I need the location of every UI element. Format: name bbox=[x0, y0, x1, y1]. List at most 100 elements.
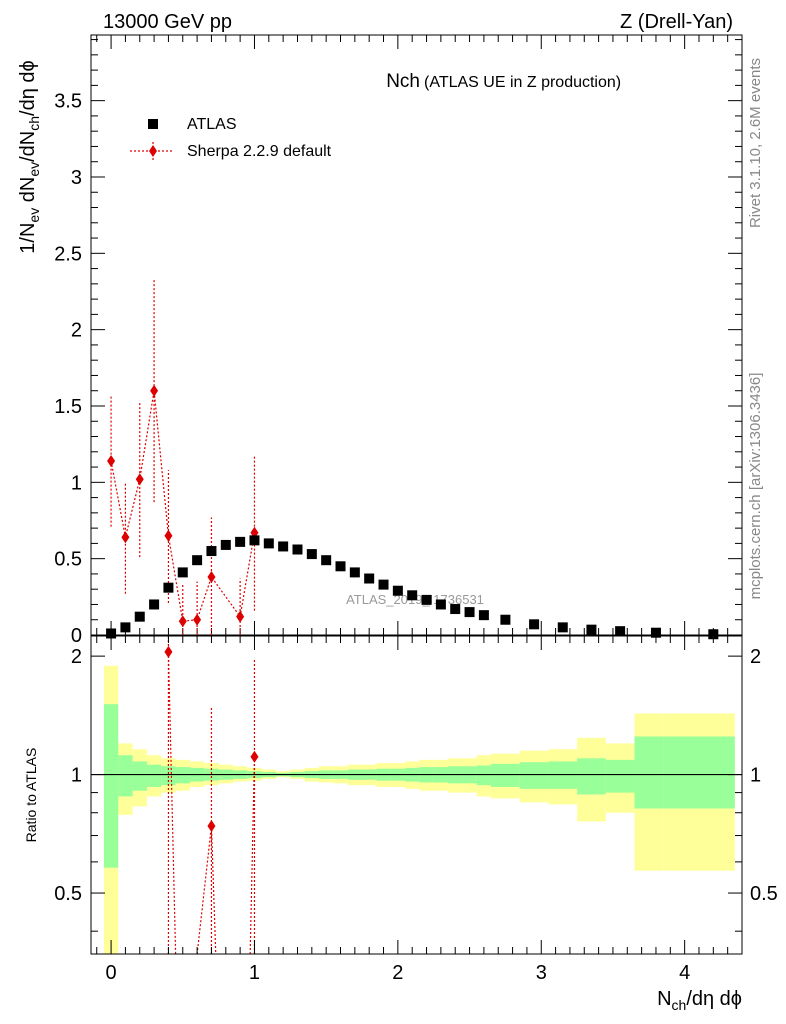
band-inner-bin bbox=[132, 761, 147, 791]
y-tick-label: 2.5 bbox=[54, 243, 82, 265]
atlas-point bbox=[392, 585, 403, 596]
y-tick-label: 3 bbox=[71, 167, 82, 189]
legend-sherpa-marker bbox=[149, 145, 157, 157]
atlas-point bbox=[206, 546, 217, 557]
atlas-point bbox=[292, 544, 303, 555]
mc-point bbox=[178, 615, 187, 628]
mc-point bbox=[207, 570, 216, 583]
atlas-point bbox=[220, 539, 231, 550]
y-tick-label: 2 bbox=[71, 320, 82, 342]
ratio-frame-top bbox=[90, 635, 743, 955]
atlas-point bbox=[407, 590, 418, 601]
ratio-mc-point bbox=[250, 750, 259, 763]
atlas-point bbox=[586, 624, 597, 635]
atlas-point bbox=[263, 538, 274, 549]
mc-point bbox=[135, 473, 144, 486]
ratio-mc-line bbox=[210, 826, 217, 955]
main-panel: 00.511.522.533.5 ATLAS_2019_I1736531 Nch… bbox=[17, 34, 743, 647]
atlas-point bbox=[557, 622, 568, 633]
atlas-point bbox=[177, 567, 188, 578]
ratio-y-tick-label: 0.5 bbox=[54, 883, 82, 905]
ratio-y-tick-label-right: 2 bbox=[750, 646, 761, 668]
ratio-y-tick-label-right: 0.5 bbox=[750, 883, 778, 905]
legend-atlas-label: ATLAS bbox=[187, 116, 237, 133]
y-tick-label: 0 bbox=[71, 625, 82, 647]
y-tick-label: 3.5 bbox=[54, 91, 82, 113]
header-right: Z (Drell-Yan) bbox=[620, 11, 733, 33]
band-inner-bin bbox=[103, 704, 119, 868]
atlas-point bbox=[149, 599, 160, 610]
main-y-ticks: 0 0.5 1 1.5 2 2.5 3 3.5 bbox=[54, 39, 742, 647]
x-tick-label: 0 bbox=[106, 962, 117, 984]
legend-atlas-marker bbox=[148, 119, 158, 129]
data-series bbox=[106, 535, 719, 640]
ratio-mc-line bbox=[167, 651, 177, 955]
atlas-point bbox=[478, 610, 489, 621]
atlas-point bbox=[464, 607, 475, 618]
x-tick-label: 1 bbox=[249, 962, 260, 984]
atlas-point bbox=[650, 627, 661, 638]
atlas-point bbox=[615, 626, 626, 637]
mc-point bbox=[121, 531, 130, 544]
atlas-point bbox=[306, 549, 317, 560]
atlas-point bbox=[106, 628, 117, 639]
legend: ATLAS Sherpa 2.2.9 default bbox=[130, 116, 332, 160]
rivet-label: Rivet 3.1.10, 2.6M events bbox=[747, 58, 764, 228]
mcplots-label: mcplots.cern.ch [arXiv:1306.3436] bbox=[747, 373, 764, 600]
atlas-point bbox=[435, 599, 446, 610]
atlas-point bbox=[708, 629, 719, 640]
plot-subtitle: (ATLAS UE in Z production) bbox=[424, 74, 621, 91]
ratio-mc-series bbox=[164, 636, 259, 955]
plot-title: Nch bbox=[386, 71, 420, 92]
atlas-point bbox=[349, 567, 360, 578]
ratio-y-ticks: 0.5 0.5 1 1 2 2 bbox=[54, 646, 778, 932]
ratio-mc-line bbox=[196, 825, 213, 955]
band-inner-bin bbox=[605, 759, 635, 793]
mc-point bbox=[236, 610, 245, 623]
ratio-x-ticks: 0 1 2 3 4 bbox=[96, 636, 743, 984]
band-inner-bin bbox=[634, 736, 664, 809]
atlas-point bbox=[120, 622, 131, 633]
ratio-y-axis-label: Ratio to ATLAS bbox=[23, 748, 39, 843]
mc-point bbox=[107, 454, 116, 467]
ratio-y-tick-label: 1 bbox=[71, 765, 82, 787]
x-tick-label: 4 bbox=[679, 962, 690, 984]
atlas-point bbox=[278, 541, 289, 552]
atlas-point bbox=[421, 594, 432, 605]
atlas-point bbox=[235, 536, 246, 547]
main-frame bbox=[90, 34, 743, 636]
mc-series bbox=[107, 279, 259, 635]
ratio-y-tick-label: 2 bbox=[71, 646, 82, 668]
uncertainty-band-outer bbox=[103, 665, 735, 954]
atlas-point bbox=[450, 604, 461, 615]
x-axis-label: Nch/dη dϕ bbox=[657, 988, 742, 1013]
y-tick-label: 1.5 bbox=[54, 396, 82, 418]
ratio-mc-point bbox=[164, 645, 173, 658]
band-inner-bin bbox=[577, 758, 606, 795]
atlas-point bbox=[134, 611, 145, 622]
y-tick-label: 1 bbox=[71, 472, 82, 494]
atlas-point bbox=[529, 619, 540, 630]
header-left: 13000 GeV pp bbox=[103, 11, 232, 33]
mc-point bbox=[164, 529, 173, 542]
atlas-point bbox=[500, 614, 511, 625]
x-tick-label: 2 bbox=[392, 962, 403, 984]
ratio-y-tick-label-right: 1 bbox=[750, 765, 761, 787]
ratio-panel: 0.5 0.5 1 1 2 2 0 1 2 3 4 Ratio to ATLAS Nch/dη d… bbox=[23, 635, 778, 1013]
main-y-axis-label: 1/Nev dNev/dNch/dη dϕ bbox=[17, 60, 42, 253]
band-inner-bin bbox=[118, 755, 133, 797]
band-inner-bin bbox=[663, 736, 735, 809]
ratio-mc-line bbox=[249, 756, 256, 955]
atlas-point bbox=[364, 573, 375, 584]
y-tick-label: 0.5 bbox=[54, 549, 82, 571]
atlas-point bbox=[378, 579, 389, 590]
band-inner-bin bbox=[491, 763, 520, 787]
mc-point bbox=[150, 384, 159, 397]
legend-sherpa-label: Sherpa 2.2.9 default bbox=[187, 143, 332, 160]
band-inner-bin bbox=[476, 765, 492, 786]
mc-point bbox=[193, 613, 202, 626]
band-inner-bin bbox=[146, 764, 162, 787]
band-inner-bin bbox=[175, 767, 190, 784]
atlas-point bbox=[249, 535, 260, 546]
